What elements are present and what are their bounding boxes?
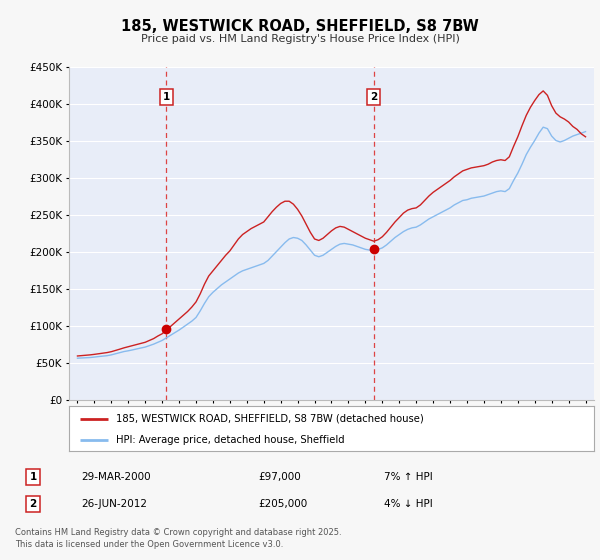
Text: 1: 1: [29, 472, 37, 482]
Text: 29-MAR-2000: 29-MAR-2000: [81, 472, 151, 482]
Text: 1: 1: [163, 92, 170, 102]
Text: 185, WESTWICK ROAD, SHEFFIELD, S8 7BW (detached house): 185, WESTWICK ROAD, SHEFFIELD, S8 7BW (d…: [116, 413, 424, 423]
Text: 26-JUN-2012: 26-JUN-2012: [81, 499, 147, 509]
Text: Price paid vs. HM Land Registry's House Price Index (HPI): Price paid vs. HM Land Registry's House …: [140, 34, 460, 44]
Text: 2: 2: [370, 92, 377, 102]
Text: £97,000: £97,000: [258, 472, 301, 482]
Text: 4% ↓ HPI: 4% ↓ HPI: [384, 499, 433, 509]
Text: £205,000: £205,000: [258, 499, 307, 509]
Text: Contains HM Land Registry data © Crown copyright and database right 2025.
This d: Contains HM Land Registry data © Crown c…: [15, 528, 341, 549]
Text: HPI: Average price, detached house, Sheffield: HPI: Average price, detached house, Shef…: [116, 435, 345, 445]
Text: 7% ↑ HPI: 7% ↑ HPI: [384, 472, 433, 482]
Text: 185, WESTWICK ROAD, SHEFFIELD, S8 7BW: 185, WESTWICK ROAD, SHEFFIELD, S8 7BW: [121, 20, 479, 34]
Text: 2: 2: [29, 499, 37, 509]
